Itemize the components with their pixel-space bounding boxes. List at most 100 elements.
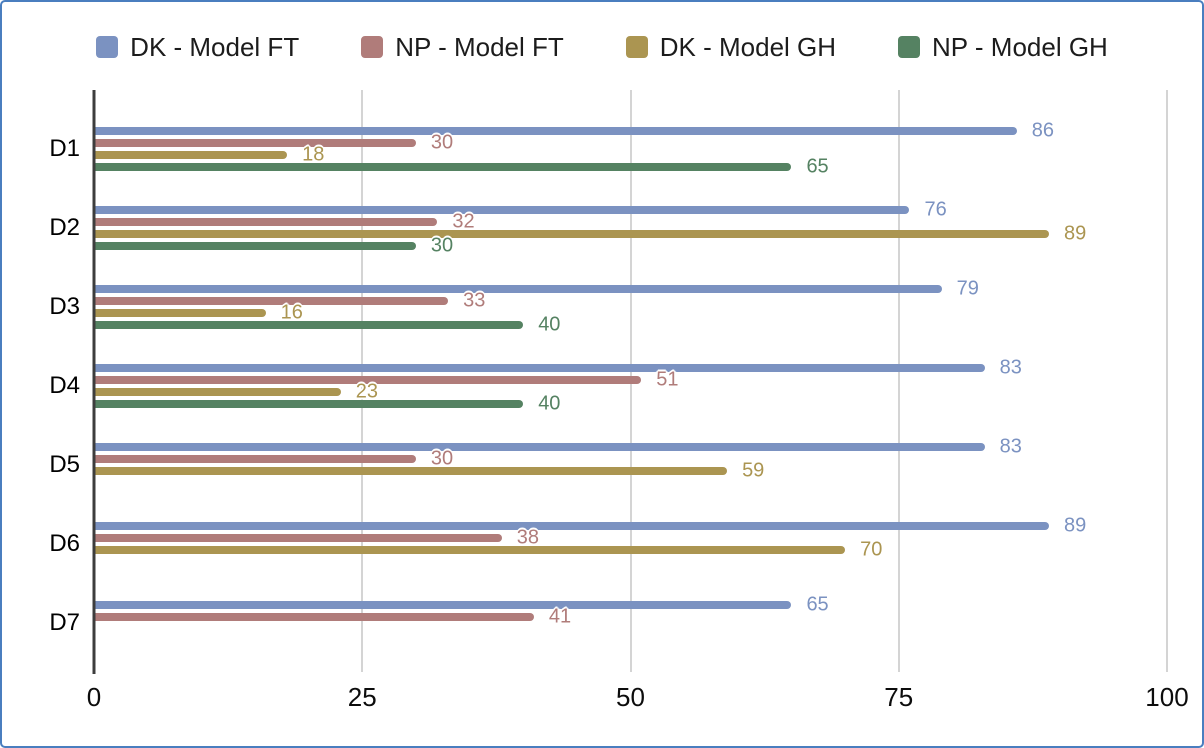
legend-item: NP - Model GH — [898, 32, 1108, 63]
bar-value-label: 30 — [430, 234, 454, 257]
bar-row: 83 — [94, 357, 1167, 379]
bar — [94, 151, 288, 160]
legend-item: DK - Model GH — [625, 32, 836, 63]
legend-item: NP - Model FT — [361, 32, 564, 63]
bar-row: 70 — [94, 538, 1167, 560]
bar — [94, 533, 502, 542]
bar-value-label: 40 — [538, 392, 561, 415]
bar-row: 65 — [94, 593, 1167, 615]
bar-row: 79 — [94, 278, 1167, 300]
bar — [94, 321, 524, 330]
bar-value-label: 83 — [999, 435, 1022, 458]
bar — [94, 297, 449, 306]
bar-row: 76 — [94, 199, 1167, 221]
bar-row: 89 — [94, 223, 1167, 245]
bar-row: 40 — [94, 393, 1167, 415]
bar-value-label: 38 — [516, 526, 539, 549]
category-group: D2 76 32 89 30 — [49, 189, 1167, 268]
bar-value-label: 79 — [956, 277, 979, 300]
legend-item: DK - Model FT — [96, 32, 299, 63]
bar-row: 51 — [94, 369, 1167, 391]
bar-row: 30 — [94, 132, 1167, 154]
plot-area: D1 86 30 18 65 D2 76 32 89 30 D3 79 33 16 40 D4 83 51 23 40… — [49, 90, 1168, 674]
bar-value-label: 33 — [463, 289, 486, 312]
bar-row: 86 — [94, 120, 1167, 142]
legend-swatch-icon — [898, 36, 921, 58]
category-group: D3 79 33 16 40 — [49, 268, 1167, 347]
bar-row: 18 — [94, 144, 1167, 166]
bar — [94, 364, 985, 372]
bar — [94, 127, 1017, 136]
legend-label: NP - Model FT — [395, 31, 564, 62]
bar — [94, 230, 1049, 239]
bar-row: 16 — [94, 302, 1167, 324]
bar — [94, 521, 1049, 530]
x-axis-tick-label: 75 — [884, 682, 914, 712]
bar-value-label: 89 — [1063, 222, 1087, 245]
category-group: D4 83 51 23 40 — [49, 347, 1167, 426]
bar-row: 32 — [94, 211, 1167, 233]
bar-row — [94, 558, 1167, 566]
bar-value-label: 51 — [656, 368, 679, 391]
bar-value-label: 23 — [355, 380, 379, 403]
legend-label: DK - Model FT — [130, 31, 300, 62]
gridline — [1166, 90, 1168, 672]
bar — [94, 612, 534, 621]
bar — [94, 454, 416, 463]
bar — [94, 466, 728, 475]
category-group: D5 83 30 59 — [49, 425, 1167, 504]
gridline — [897, 90, 900, 672]
legend-label: NP - Model GH — [932, 31, 1108, 62]
x-axis-tick-label: 100 — [1145, 682, 1189, 712]
bar-row — [94, 625, 1167, 633]
bar-row: 59 — [94, 459, 1167, 481]
bar — [94, 139, 416, 148]
bar — [94, 206, 910, 215]
bar — [94, 442, 985, 451]
bar-groups: D1 86 30 18 65 D2 76 32 89 30 D3 79 33 16 40 D4 83 51 23 40… — [49, 110, 1167, 662]
y-axis-line — [92, 90, 96, 674]
bar-row: 23 — [94, 381, 1167, 403]
bar-value-label: 32 — [452, 210, 475, 233]
legend-swatch-icon — [96, 36, 119, 58]
category-label: D7 — [49, 608, 80, 636]
category-label: D5 — [49, 450, 80, 478]
bar-value-label: 41 — [548, 605, 572, 628]
bar-value-label: 16 — [280, 301, 303, 324]
bar — [94, 163, 792, 172]
bar-value-label: 18 — [302, 143, 325, 166]
bar-row: 83 — [94, 435, 1167, 457]
bar — [94, 218, 438, 227]
x-axis-tick-label: 0 — [86, 682, 102, 712]
bar-value-label: 76 — [924, 198, 947, 221]
bar-row: 89 — [94, 514, 1167, 536]
x-axis-tick-label: 25 — [347, 682, 377, 712]
category-label: D2 — [49, 214, 80, 242]
bar — [94, 285, 942, 294]
bar-row: 65 — [94, 156, 1167, 178]
bar-row: 30 — [94, 235, 1167, 257]
bar-row: 30 — [94, 447, 1167, 469]
bar-row: 38 — [94, 526, 1167, 548]
bar — [94, 545, 846, 554]
bar — [94, 388, 341, 396]
bar-row — [94, 637, 1167, 645]
category-group: D6 89 38 70 — [49, 504, 1167, 583]
bar — [94, 309, 266, 318]
category-label: D6 — [49, 529, 80, 557]
bar — [94, 600, 792, 609]
bar-value-label: 30 — [430, 131, 454, 154]
bar-value-label: 59 — [742, 459, 765, 482]
bar — [94, 242, 416, 251]
category-label: D1 — [49, 135, 80, 163]
category-group: D7 65 41 — [49, 583, 1167, 662]
bar — [94, 376, 642, 384]
bar-value-label: 89 — [1063, 514, 1087, 537]
bar-value-label: 30 — [430, 447, 454, 470]
category-group: D1 86 30 18 65 — [49, 110, 1167, 189]
bar-value-label: 65 — [806, 155, 829, 178]
category-label: D3 — [49, 293, 80, 321]
bar-value-label: 65 — [806, 593, 829, 616]
bar — [94, 400, 524, 408]
